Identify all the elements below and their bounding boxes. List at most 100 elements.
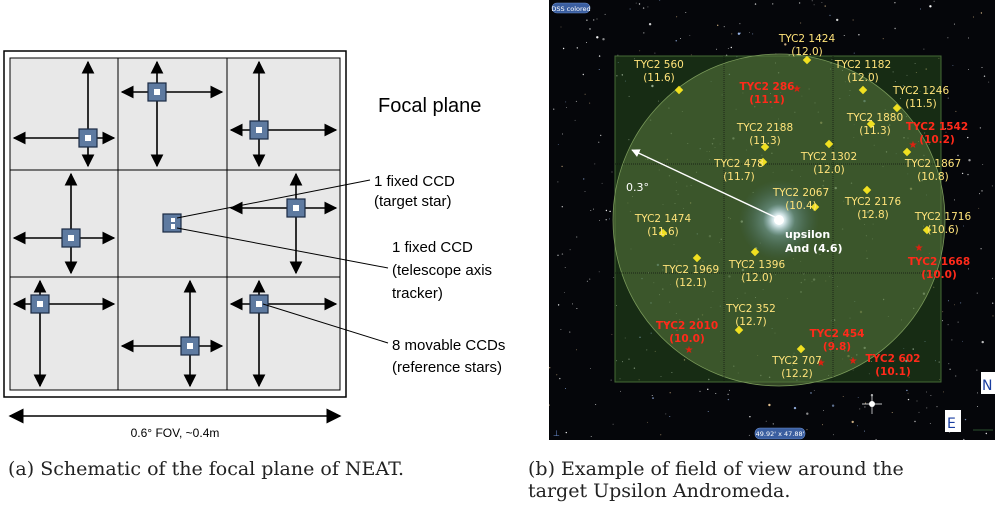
background-star xyxy=(660,375,662,377)
background-star xyxy=(617,62,619,63)
movable-ccd xyxy=(147,82,167,102)
background-star xyxy=(798,2,801,4)
star-id-label: TYC2 286 xyxy=(740,81,795,93)
star-id-label: TYC2 560 xyxy=(633,59,684,71)
catalog-star: TYC2 1424(12.0) xyxy=(778,33,835,65)
background-star xyxy=(576,47,578,49)
movable-ccd-label-1: 8 movable CCDs xyxy=(392,337,505,354)
background-star xyxy=(824,5,826,7)
pointer-lines xyxy=(176,179,389,344)
background-star xyxy=(942,320,943,322)
cell-grid xyxy=(9,57,341,391)
background-star xyxy=(930,394,932,396)
background-star xyxy=(651,395,653,396)
background-star xyxy=(988,81,990,83)
background-star xyxy=(671,371,673,373)
background-star xyxy=(646,421,648,423)
background-star xyxy=(811,0,813,2)
compass-east: E xyxy=(947,416,956,432)
background-star xyxy=(919,8,921,10)
background-star xyxy=(978,207,980,209)
background-star xyxy=(736,56,738,58)
background-star xyxy=(905,359,908,363)
catalog-star: ★ TYC2 1668(10.0) xyxy=(908,243,970,281)
background-star xyxy=(609,210,611,213)
background-star xyxy=(964,418,967,421)
axis-ccd-label-1: 1 fixed CCD xyxy=(392,239,473,256)
background-star xyxy=(979,127,982,129)
background-star xyxy=(933,286,935,288)
background-star xyxy=(565,101,567,103)
background-star xyxy=(813,4,815,6)
fov-readout-text: 49.92' x 47.88' xyxy=(756,430,805,438)
background-star xyxy=(754,3,757,5)
background-star xyxy=(621,74,623,76)
focal-plane-schematic: Focal plane 1 fixed CCD (target star) 1 … xyxy=(3,50,505,440)
background-star xyxy=(680,37,681,39)
star-id-label: TYC2 2176 xyxy=(844,196,902,208)
background-star xyxy=(982,164,984,165)
background-star xyxy=(576,236,578,238)
background-star xyxy=(829,14,831,17)
background-star xyxy=(594,163,596,165)
background-star xyxy=(954,304,955,306)
star-mag-label: (12.7) xyxy=(735,316,767,328)
star-id-label: TYC2 1474 xyxy=(634,213,692,225)
background-star xyxy=(561,253,564,255)
background-star xyxy=(616,360,618,362)
star-mag-label: (10.0) xyxy=(921,269,957,281)
background-star xyxy=(856,425,858,427)
background-star xyxy=(794,46,796,48)
background-star xyxy=(584,93,586,95)
background-star xyxy=(749,416,751,418)
star-mag-label: (10.4) xyxy=(785,200,817,212)
background-star xyxy=(675,40,677,42)
dss-tag xyxy=(551,2,591,14)
background-star xyxy=(935,360,937,362)
background-star xyxy=(871,361,872,363)
catalog-star: ★ TYC2 2010(10.0) xyxy=(656,320,718,356)
background-star xyxy=(576,349,578,351)
background-star xyxy=(593,208,594,210)
background-star xyxy=(635,2,637,4)
background-star xyxy=(979,193,981,195)
grid-cell xyxy=(9,276,119,391)
background-star xyxy=(646,349,648,351)
background-star xyxy=(707,410,709,412)
focal-plane-title: Focal plane xyxy=(378,95,481,117)
star-id-label: TYC2 2067 xyxy=(772,187,829,199)
star-mag-label: (10.2) xyxy=(919,134,955,146)
star-id-label: TYC2 1867 xyxy=(904,158,961,170)
background-star xyxy=(639,336,641,338)
background-star xyxy=(954,199,955,201)
background-star xyxy=(689,35,691,37)
background-star xyxy=(569,249,571,251)
catalog-star: TYC2 1716(10.6) xyxy=(914,211,972,236)
background-star xyxy=(992,315,994,317)
background-star xyxy=(737,32,741,35)
background-star xyxy=(654,350,656,352)
background-star xyxy=(882,38,884,40)
background-star xyxy=(868,373,870,375)
background-star xyxy=(582,73,584,76)
background-star xyxy=(549,404,550,406)
background-star xyxy=(590,209,592,211)
background-star xyxy=(942,311,944,313)
background-star xyxy=(820,35,822,37)
background-star xyxy=(894,360,896,362)
background-star xyxy=(628,358,630,360)
catalog-star: ★ TYC2 454(9.8) xyxy=(810,328,865,369)
background-star xyxy=(624,80,626,82)
background-star xyxy=(991,185,993,187)
star-id-label: TYC2 478 xyxy=(713,158,764,170)
background-star xyxy=(589,278,591,280)
grid-cell xyxy=(226,57,341,171)
background-star xyxy=(560,329,562,331)
star-id-label: TYC2 1302 xyxy=(800,151,857,163)
background-star xyxy=(843,35,845,36)
background-star xyxy=(562,47,565,50)
background-star xyxy=(659,0,661,1)
background-star xyxy=(639,50,641,52)
catalog-star: ★ TYC2 602(10.1) xyxy=(849,353,921,378)
background-star xyxy=(947,37,949,39)
